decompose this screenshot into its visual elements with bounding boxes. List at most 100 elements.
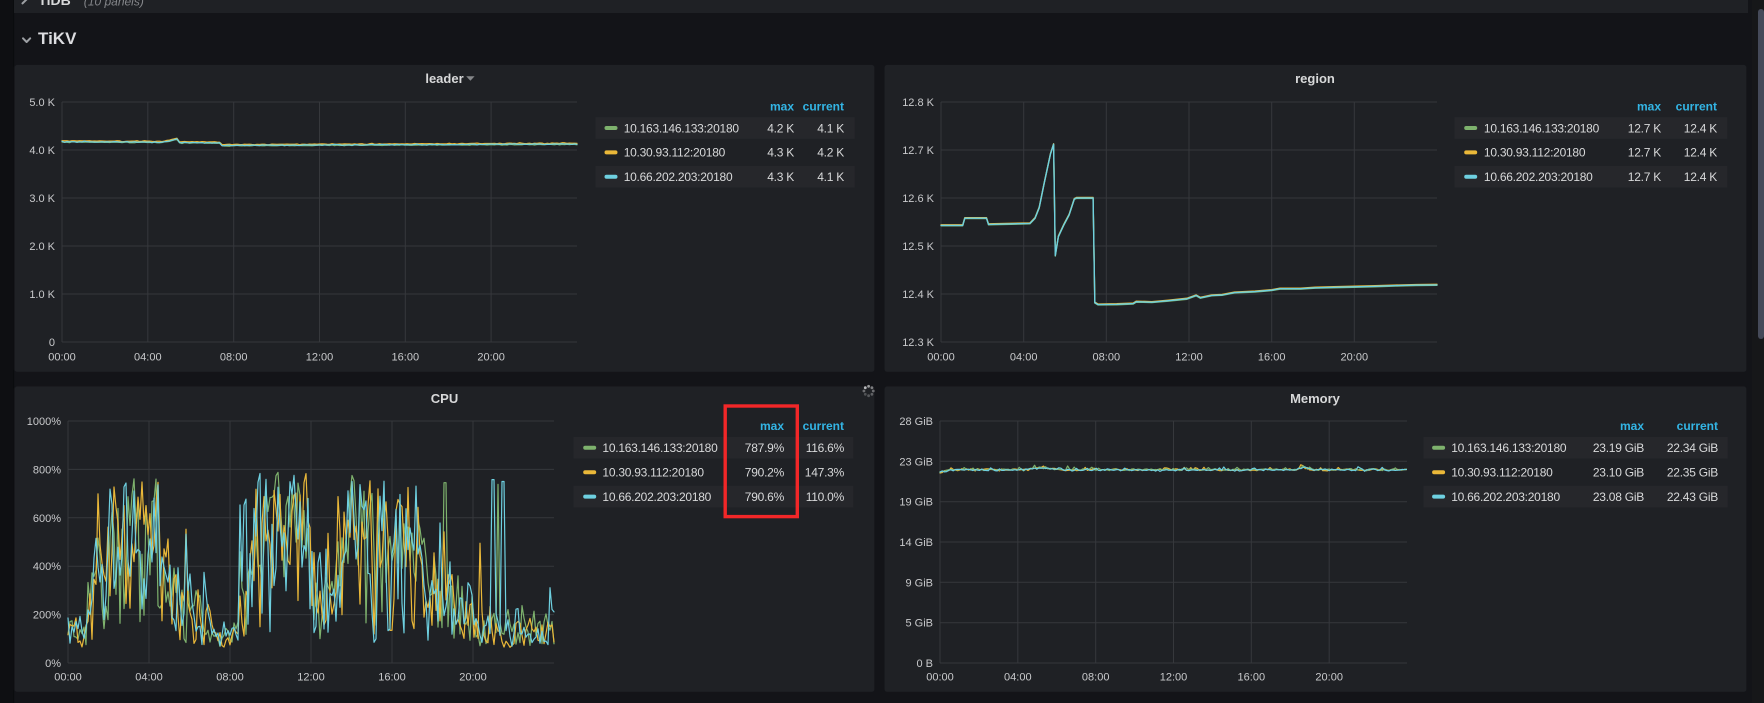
svg-text:12:00: 12:00	[1175, 352, 1203, 364]
svg-text:0%: 0%	[45, 658, 61, 670]
svg-text:1.0 K: 1.0 K	[29, 289, 55, 301]
svg-text:12:00: 12:00	[306, 352, 334, 364]
svg-text:5.0 K: 5.0 K	[29, 97, 55, 109]
svg-text:4.3 K: 4.3 K	[767, 170, 794, 184]
svg-text:790.6%: 790.6%	[745, 490, 785, 504]
svg-text:16:00: 16:00	[392, 352, 420, 364]
svg-text:116.6%: 116.6%	[806, 441, 845, 455]
svg-text:max: max	[1620, 419, 1644, 433]
svg-text:04:00: 04:00	[134, 352, 162, 364]
svg-text:12.4 K: 12.4 K	[1684, 170, 1717, 184]
svg-text:23.08 GiB: 23.08 GiB	[1593, 490, 1644, 504]
svg-text:current: current	[803, 99, 844, 113]
svg-text:10.163.146.133:20180: 10.163.146.133:20180	[624, 121, 740, 135]
svg-text:12.7 K: 12.7 K	[902, 145, 934, 157]
svg-text:TiKV: TiKV	[38, 29, 77, 48]
svg-text:4.1 K: 4.1 K	[817, 170, 844, 184]
svg-text:10.30.93.112:20180: 10.30.93.112:20180	[624, 146, 726, 160]
svg-text:4.0 K: 4.0 K	[29, 145, 55, 157]
svg-text:200%: 200%	[33, 610, 61, 622]
svg-text:max: max	[1637, 99, 1661, 113]
svg-text:12:00: 12:00	[297, 672, 325, 684]
svg-text:20:00: 20:00	[1315, 672, 1343, 684]
svg-text:12.5 K: 12.5 K	[902, 241, 934, 253]
svg-text:10.66.202.203:20180: 10.66.202.203:20180	[1484, 170, 1593, 184]
svg-text:4.3 K: 4.3 K	[767, 146, 794, 160]
svg-text:22.43 GiB: 22.43 GiB	[1667, 490, 1718, 504]
svg-text:12.7 K: 12.7 K	[1628, 170, 1661, 184]
svg-text:00:00: 00:00	[54, 672, 82, 684]
svg-text:12.7 K: 12.7 K	[1628, 121, 1661, 135]
svg-text:10.30.93.112:20180: 10.30.93.112:20180	[1451, 466, 1553, 480]
svg-text:0 B: 0 B	[916, 658, 933, 670]
svg-text:600%: 600%	[33, 513, 61, 525]
svg-text:08:00: 08:00	[220, 352, 248, 364]
svg-text:max: max	[760, 419, 784, 433]
svg-text:04:00: 04:00	[1004, 672, 1032, 684]
svg-text:Memory: Memory	[1290, 391, 1341, 406]
svg-text:00:00: 00:00	[48, 352, 76, 364]
svg-text:20:00: 20:00	[459, 672, 487, 684]
svg-text:10.163.146.133:20180: 10.163.146.133:20180	[602, 441, 718, 455]
svg-text:12.3 K: 12.3 K	[902, 337, 934, 349]
svg-text:00:00: 00:00	[926, 672, 954, 684]
svg-text:14 GiB: 14 GiB	[899, 537, 933, 549]
svg-text:10.163.146.133:20180: 10.163.146.133:20180	[1484, 121, 1600, 135]
svg-text:147.3%: 147.3%	[805, 466, 845, 480]
svg-text:23.19 GiB: 23.19 GiB	[1593, 441, 1644, 455]
svg-text:10.163.146.133:20180: 10.163.146.133:20180	[1451, 441, 1567, 455]
svg-text:787.9%: 787.9%	[745, 441, 785, 455]
svg-text:790.2%: 790.2%	[745, 466, 785, 480]
svg-text:region: region	[1295, 71, 1335, 86]
svg-text:10.30.93.112:20180: 10.30.93.112:20180	[1484, 146, 1586, 160]
svg-text:22.34 GiB: 22.34 GiB	[1667, 441, 1718, 455]
svg-text:20:00: 20:00	[1341, 352, 1369, 364]
svg-text:TiDB: TiDB	[38, 0, 70, 8]
svg-text:12.4 K: 12.4 K	[1684, 121, 1717, 135]
svg-text:04:00: 04:00	[135, 672, 163, 684]
svg-text:19 GiB: 19 GiB	[899, 497, 933, 509]
svg-text:12.4 K: 12.4 K	[902, 289, 934, 301]
svg-text:22.35 GiB: 22.35 GiB	[1667, 466, 1718, 480]
svg-text:00:00: 00:00	[927, 352, 955, 364]
svg-text:10.30.93.112:20180: 10.30.93.112:20180	[602, 466, 704, 480]
svg-text:16:00: 16:00	[1258, 352, 1286, 364]
svg-text:0: 0	[49, 337, 55, 349]
svg-text:20:00: 20:00	[477, 352, 505, 364]
svg-text:12:00: 12:00	[1160, 672, 1188, 684]
svg-text:CPU: CPU	[431, 391, 458, 406]
svg-text:23 GiB: 23 GiB	[899, 456, 933, 468]
svg-text:4.1 K: 4.1 K	[817, 121, 844, 135]
svg-text:28 GiB: 28 GiB	[899, 416, 933, 428]
svg-text:3.0 K: 3.0 K	[29, 193, 55, 205]
svg-text:2.0 K: 2.0 K	[29, 241, 55, 253]
svg-text:current: current	[803, 419, 844, 433]
svg-text:08:00: 08:00	[216, 672, 244, 684]
svg-text:400%: 400%	[33, 561, 61, 573]
svg-text:23.10 GiB: 23.10 GiB	[1593, 466, 1644, 480]
svg-text:08:00: 08:00	[1082, 672, 1110, 684]
svg-text:12.7 K: 12.7 K	[1628, 146, 1661, 160]
svg-text:max: max	[770, 99, 794, 113]
svg-text:08:00: 08:00	[1093, 352, 1121, 364]
svg-text:1000%: 1000%	[27, 416, 61, 428]
svg-text:12.4 K: 12.4 K	[1684, 146, 1717, 160]
svg-text:10.66.202.203:20180: 10.66.202.203:20180	[602, 490, 711, 504]
svg-text:16:00: 16:00	[1238, 672, 1266, 684]
svg-text:leader: leader	[425, 71, 463, 86]
svg-text:5 GiB: 5 GiB	[905, 618, 933, 630]
svg-text:12.6 K: 12.6 K	[902, 193, 934, 205]
svg-text:10.66.202.203:20180: 10.66.202.203:20180	[1451, 490, 1560, 504]
svg-text:9 GiB: 9 GiB	[905, 577, 933, 589]
svg-text:12.8 K: 12.8 K	[902, 97, 934, 109]
svg-text:current: current	[1677, 419, 1718, 433]
svg-text:16:00: 16:00	[378, 672, 406, 684]
svg-text:800%: 800%	[33, 464, 61, 476]
svg-text:04:00: 04:00	[1010, 352, 1038, 364]
svg-text:4.2 K: 4.2 K	[767, 121, 794, 135]
svg-text:10.66.202.203:20180: 10.66.202.203:20180	[624, 170, 733, 184]
svg-text:110.0%: 110.0%	[806, 490, 845, 504]
svg-text:4.2 K: 4.2 K	[817, 146, 844, 160]
svg-text:(10 panels): (10 panels)	[84, 0, 144, 8]
svg-text:current: current	[1676, 99, 1717, 113]
